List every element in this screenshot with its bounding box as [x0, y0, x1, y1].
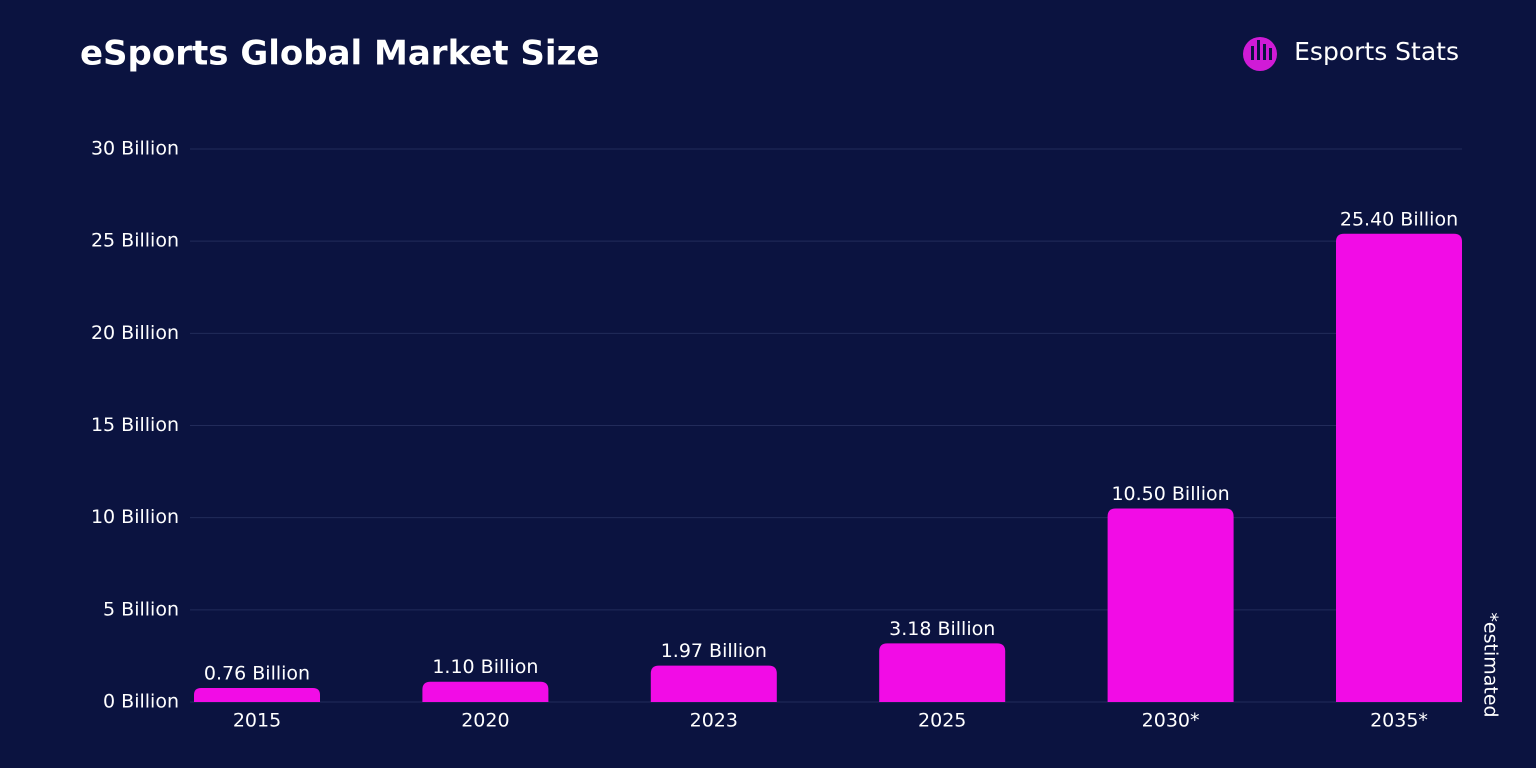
- value-label: 25.40 Billion: [1340, 208, 1458, 230]
- y-tick-label: 0 Billion: [103, 691, 179, 713]
- bar: [650, 665, 777, 702]
- y-tick-label: 25 Billion: [91, 230, 179, 252]
- chart-title: eSports Global Market Size: [80, 34, 599, 74]
- y-tick-label: 30 Billion: [91, 138, 179, 160]
- bar: [422, 681, 549, 702]
- x-tick-label: 2030*: [1142, 710, 1200, 732]
- x-tick-label: 2023: [690, 710, 738, 732]
- y-tick-label: 20 Billion: [91, 322, 179, 344]
- bar: [1336, 233, 1462, 702]
- y-tick-label: 15 Billion: [91, 414, 179, 436]
- x-tick-label: 2025: [918, 710, 966, 732]
- x-tick-label: 2035*: [1370, 710, 1428, 732]
- footnote: *estimated: [1480, 612, 1502, 717]
- brand-name: Esports Stats: [1294, 37, 1459, 66]
- value-label: 10.50 Billion: [1111, 483, 1229, 505]
- y-tick-label: 5 Billion: [103, 598, 179, 620]
- x-tick-label: 2020: [461, 710, 509, 732]
- brand-logo: [1243, 37, 1277, 71]
- y-tick-label: 10 Billion: [91, 506, 179, 528]
- value-label: 0.76 Billion: [204, 662, 310, 684]
- value-label: 1.97 Billion: [661, 640, 767, 662]
- value-label: 1.10 Billion: [432, 656, 538, 678]
- bar: [879, 643, 1006, 702]
- bar: [1107, 508, 1234, 702]
- bar: [194, 687, 320, 702]
- x-tick-label: 2015: [233, 710, 281, 732]
- value-label: 3.18 Billion: [889, 618, 995, 640]
